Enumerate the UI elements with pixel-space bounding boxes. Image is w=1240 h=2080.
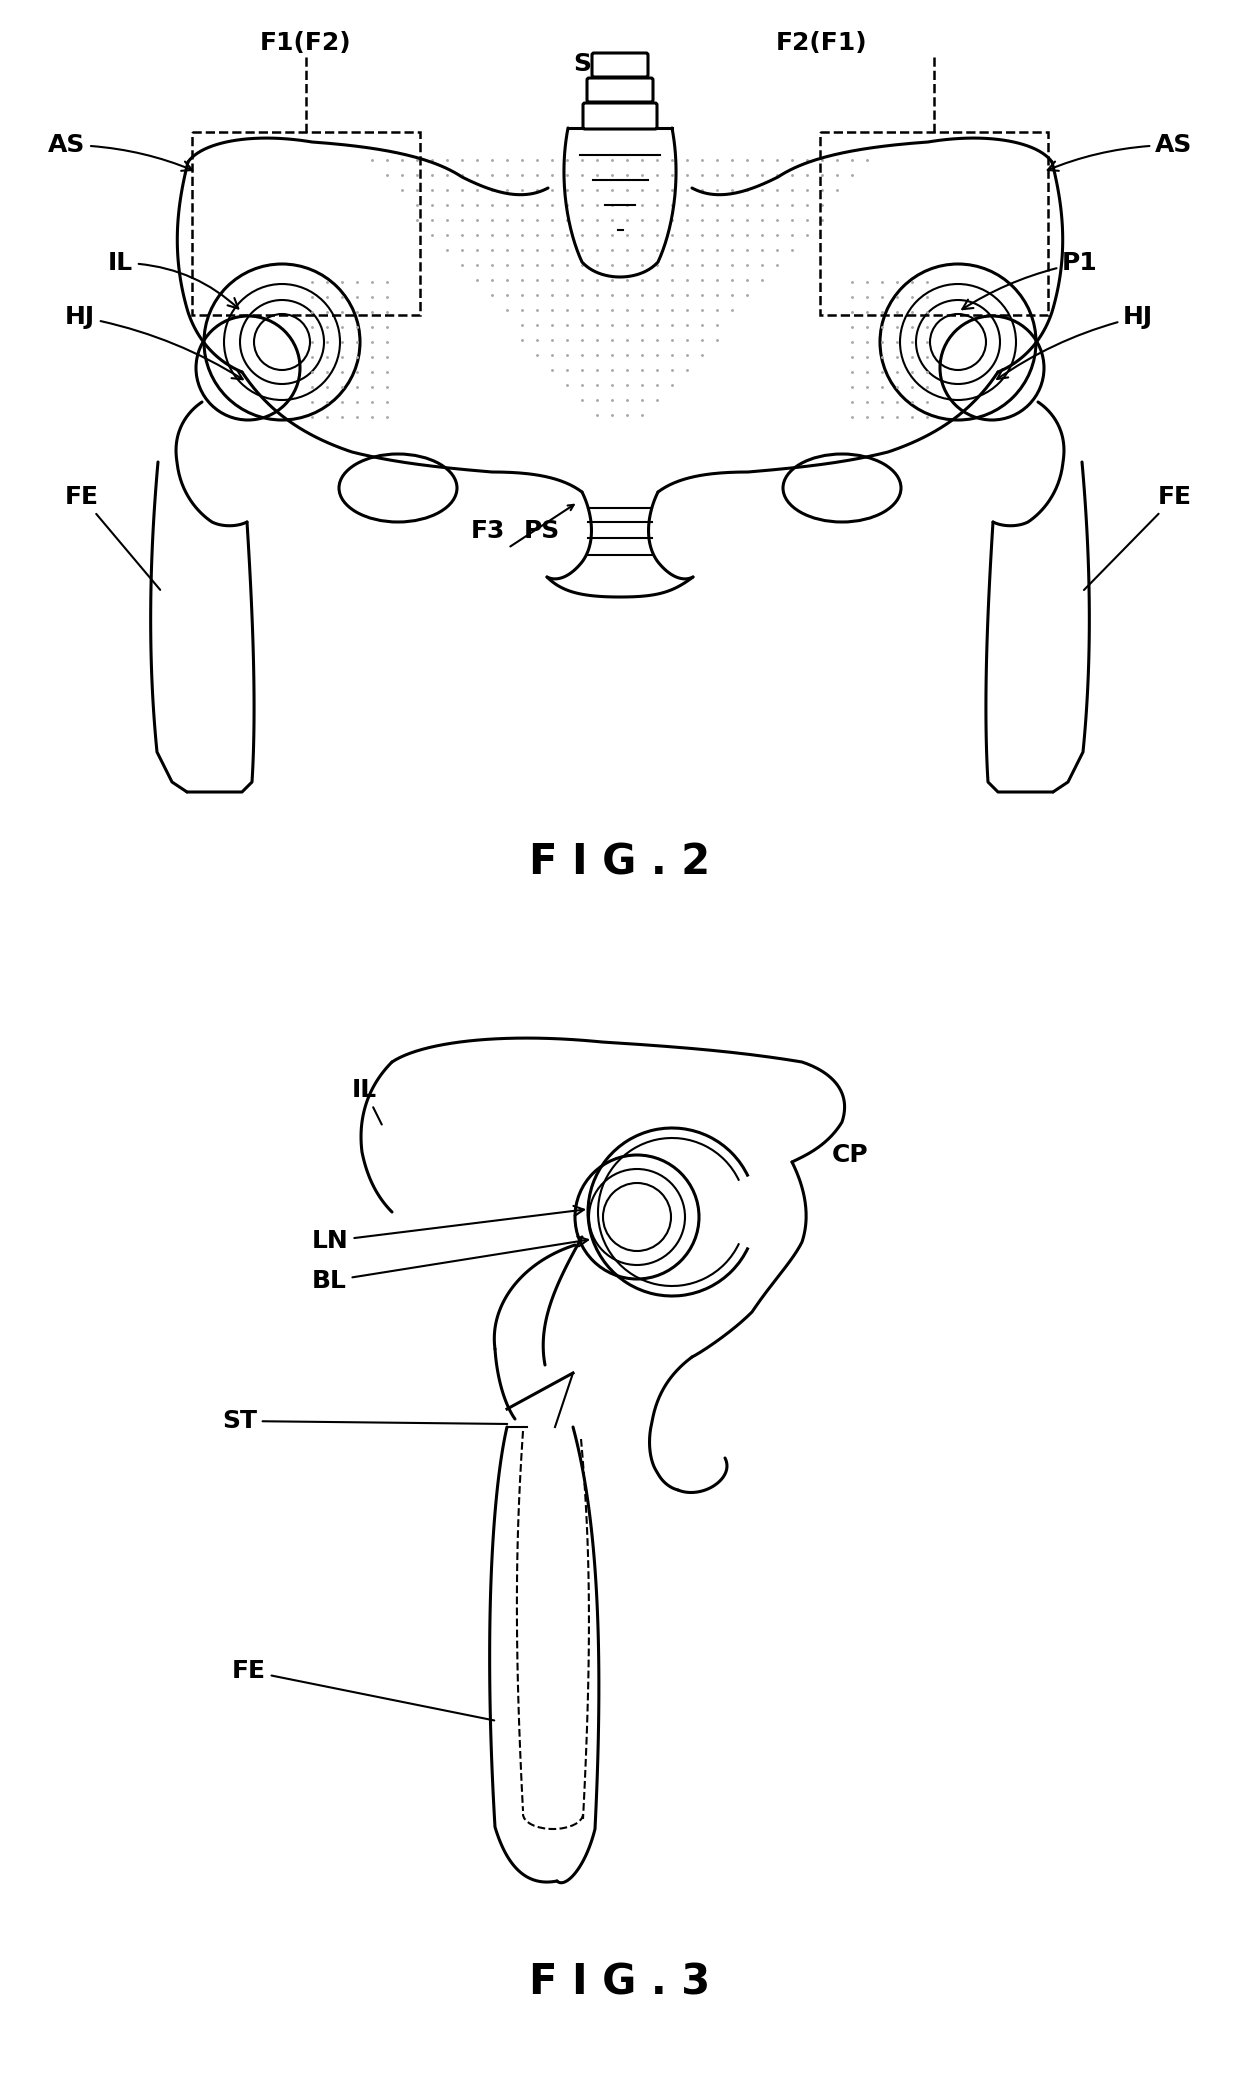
Text: F I G . 3: F I G . 3	[529, 1961, 711, 2003]
FancyBboxPatch shape	[583, 104, 657, 129]
Text: ST: ST	[222, 1408, 507, 1433]
Text: PS: PS	[523, 520, 560, 543]
Text: F1(F2): F1(F2)	[260, 31, 352, 54]
Text: FE: FE	[1084, 485, 1192, 591]
Text: BL: BL	[312, 1236, 588, 1294]
Text: FE: FE	[232, 1660, 495, 1720]
Text: LN: LN	[312, 1206, 584, 1252]
Text: IL: IL	[352, 1077, 382, 1125]
Bar	[820, 131, 1048, 314]
Bar	[192, 131, 420, 314]
Text: F2(F1): F2(F1)	[776, 31, 868, 54]
Text: F I G . 2: F I G . 2	[529, 840, 711, 884]
Text: HJ: HJ	[64, 306, 243, 379]
Text: CP: CP	[832, 1144, 869, 1167]
Text: SR: SR	[573, 52, 610, 77]
Text: AS: AS	[48, 133, 192, 171]
FancyBboxPatch shape	[591, 52, 649, 77]
Text: FE: FE	[64, 485, 160, 591]
Text: F3: F3	[471, 520, 505, 543]
FancyBboxPatch shape	[587, 79, 653, 102]
Text: IL: IL	[108, 252, 238, 308]
Text: P1: P1	[962, 252, 1097, 310]
Text: HJ: HJ	[997, 306, 1153, 379]
Text: AS: AS	[1048, 133, 1193, 171]
